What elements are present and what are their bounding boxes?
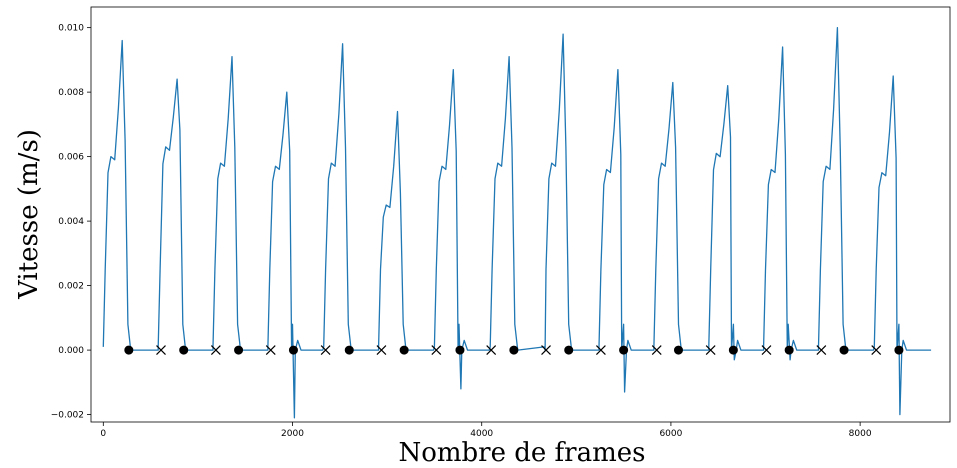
- y-tick-label: 0.006: [58, 153, 84, 163]
- y-tick-label: −0.002: [51, 411, 84, 421]
- x-marker: [871, 345, 882, 356]
- x-tick-label: 4000: [470, 429, 493, 439]
- circle-marker: [455, 345, 465, 355]
- circle-marker: [288, 345, 298, 355]
- x-marker: [651, 345, 662, 356]
- x-axis: 0 2000 4000 6000 8000: [100, 422, 872, 439]
- x-tick-label: 2000: [281, 429, 304, 439]
- x-marker: [541, 345, 551, 356]
- circle-marker: [728, 345, 738, 355]
- circle-marker: [179, 345, 189, 355]
- x-marker: [761, 345, 772, 356]
- circle-marker: [124, 345, 134, 355]
- y-tick-label: 0.000: [58, 346, 84, 356]
- x-marker: [816, 345, 827, 356]
- x-marker: [210, 345, 221, 356]
- x-marker: [376, 345, 387, 356]
- y-tick-label: 0.002: [58, 282, 84, 292]
- circle-marker: [234, 345, 244, 355]
- y-tick-label: 0.008: [58, 88, 84, 98]
- velocity-line: [102, 26, 932, 419]
- y-axis: −0.002 0.000 0.002 0.004 0.006 0.008 0.010: [51, 24, 91, 421]
- x-tick-label: 8000: [849, 429, 872, 439]
- x-marker: [431, 345, 442, 356]
- y-axis-label: Vitesse (m/s): [14, 129, 44, 300]
- x-axis-label: Nombre de frames: [398, 438, 645, 468]
- x-marker: [486, 345, 497, 356]
- plot-frame: [90, 6, 951, 423]
- circle-marker: [344, 345, 354, 355]
- y-tick-label: 0.004: [58, 217, 84, 227]
- x-tick-label: 0: [100, 429, 106, 439]
- data-layer: [102, 26, 932, 419]
- circle-marker: [673, 345, 683, 355]
- circle-marker: [619, 345, 629, 355]
- x-marker: [705, 345, 716, 356]
- y-tick-label: 0.010: [58, 24, 84, 34]
- circle-marker: [399, 345, 409, 355]
- x-marker: [265, 345, 276, 356]
- x-marker: [156, 345, 166, 356]
- circle-marker: [564, 345, 574, 355]
- circle-marker: [839, 345, 849, 355]
- x-marker: [595, 345, 606, 356]
- circle-marker: [509, 345, 519, 355]
- x-marker: [320, 345, 331, 356]
- circle-marker: [784, 345, 794, 355]
- x-tick-label: 6000: [659, 429, 682, 439]
- circle-marker: [894, 345, 904, 355]
